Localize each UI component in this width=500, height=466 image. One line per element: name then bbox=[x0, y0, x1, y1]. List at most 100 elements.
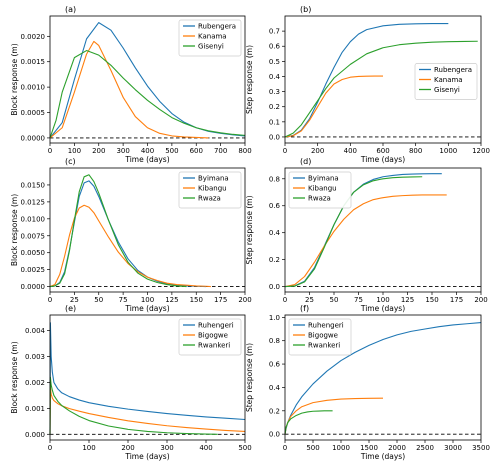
series-line-2 bbox=[284, 410, 333, 435]
y-tick-label: 0.0000 bbox=[21, 134, 46, 142]
x-axis-label: Time (days) bbox=[124, 452, 169, 461]
legend: Rubengera Kanama Gisenyi bbox=[414, 63, 478, 100]
y-tick-label: 0.1 bbox=[269, 118, 280, 126]
x-tick-label: 25 bbox=[305, 296, 314, 304]
x-tick-label: 1000 bbox=[332, 444, 350, 452]
legend-entry: Byimana bbox=[198, 175, 229, 183]
y-tick-label: 0.2 bbox=[269, 256, 280, 264]
y-tick-label: 0.0005 bbox=[21, 109, 46, 117]
x-tick-label: 125 bbox=[165, 296, 178, 304]
x-tick-label: 100 bbox=[141, 296, 154, 304]
y-tick-label: 0.8 bbox=[269, 175, 280, 183]
x-tick-label: 0 bbox=[283, 147, 287, 155]
x-tick-label: 200 bbox=[311, 147, 324, 155]
y-tick-label: 0.4 bbox=[269, 229, 281, 237]
y-tick-label: 0.0050 bbox=[21, 249, 46, 257]
x-tick-label: 1200 bbox=[472, 147, 490, 155]
y-tick-label: 0.4 bbox=[269, 73, 281, 81]
series-line-1 bbox=[49, 40, 209, 139]
x-tick-label: 400 bbox=[141, 147, 154, 155]
legend-entry: Kanama bbox=[434, 76, 463, 84]
y-tick-label: 0.0 bbox=[269, 431, 280, 439]
legend-box bbox=[288, 171, 352, 209]
legend-entry: Rubengera bbox=[434, 66, 472, 74]
y-tick-label: 0.000 bbox=[25, 431, 45, 439]
x-tick-label: 50 bbox=[330, 296, 339, 304]
panel-label: (a) bbox=[65, 5, 76, 14]
y-tick-label: 0.0150 bbox=[21, 181, 46, 189]
x-tick-label: 200 bbox=[121, 444, 134, 452]
legend: Ruhengeri Bigogwe Rwankeri bbox=[178, 318, 242, 356]
series-line-2 bbox=[284, 176, 423, 288]
y-axis-label: Step response (m) bbox=[245, 343, 254, 412]
x-tick-label: 800 bbox=[238, 147, 251, 155]
legend-entry: Rubengera bbox=[198, 23, 236, 31]
panel-label: (f) bbox=[300, 304, 309, 313]
y-axis-label: Block response (m) bbox=[10, 194, 19, 266]
y-tick-label: 0.6 bbox=[269, 361, 281, 369]
legend-box bbox=[288, 318, 352, 356]
legend-entry: Rwankeri bbox=[308, 342, 340, 350]
y-tick-label: 0.4 bbox=[269, 384, 281, 392]
legend-entry: Kibangu bbox=[198, 185, 227, 193]
y-tick-label: 0.2 bbox=[269, 103, 280, 111]
x-tick-label: 200 bbox=[92, 147, 105, 155]
y-axis-label: Block response (m) bbox=[10, 341, 19, 413]
x-tick-label: 500 bbox=[165, 147, 178, 155]
series-line-1 bbox=[284, 75, 383, 138]
series-line-0 bbox=[284, 173, 442, 288]
x-tick-label: 75 bbox=[119, 296, 128, 304]
series-line-0 bbox=[49, 322, 246, 435]
legend: Byimana Kibangu Rwaza bbox=[288, 171, 352, 209]
y-tick-label: 0.0000 bbox=[21, 283, 46, 291]
panel-label: (c) bbox=[65, 157, 76, 166]
legend-entry: Bigogwe bbox=[308, 332, 338, 340]
y-tick-label: 0.0025 bbox=[21, 266, 46, 274]
series-line-1 bbox=[49, 204, 211, 288]
x-tick-label: 500 bbox=[238, 444, 251, 452]
x-tick-label: 0 bbox=[283, 296, 287, 304]
legend-entry: Kanama bbox=[198, 33, 227, 41]
panel-3: 0 25 50 75 100 125 150 175 200 0.0 0.2 0.4 0.6 0.8 Tim… bbox=[245, 157, 488, 313]
y-tick-label: 0.0 bbox=[269, 283, 280, 291]
y-tick-label: 0.5 bbox=[269, 58, 280, 66]
x-tick-label: 125 bbox=[401, 296, 414, 304]
x-tick-label: 1000 bbox=[439, 147, 457, 155]
panel-0: 0 100 200 300 400 500 600 700 800 0.0000 0.0005 0.0… bbox=[10, 5, 252, 164]
series-line-0 bbox=[284, 23, 449, 138]
x-tick-label: 0 bbox=[283, 444, 287, 452]
x-axis-label: Time (days) bbox=[360, 304, 405, 313]
y-axis-label: Step response (m) bbox=[245, 195, 254, 264]
y-axis-label: Step response (m) bbox=[245, 45, 254, 114]
series-line-2 bbox=[49, 49, 246, 139]
x-tick-label: 175 bbox=[450, 296, 463, 304]
x-tick-label: 600 bbox=[376, 147, 389, 155]
x-tick-label: 0 bbox=[48, 147, 52, 155]
legend-entry: Kibangu bbox=[308, 185, 337, 193]
y-tick-label: 0.0075 bbox=[21, 232, 46, 240]
legend: Rubengera Kanama Gisenyi bbox=[178, 19, 242, 57]
x-tick-label: 150 bbox=[425, 296, 438, 304]
x-tick-label: 400 bbox=[344, 147, 357, 155]
series-line-2 bbox=[284, 40, 478, 138]
panel-label: (e) bbox=[65, 304, 76, 313]
legend-entry: Byimana bbox=[308, 175, 339, 183]
legend-box bbox=[414, 63, 478, 100]
legend-entry: Ruhengeri bbox=[308, 322, 344, 330]
y-tick-label: 0.0015 bbox=[21, 58, 46, 66]
y-tick-label: 0.003 bbox=[25, 353, 45, 361]
x-tick-label: 0 bbox=[48, 296, 52, 304]
panel-5: 0 500 1000 1500 2000 2500 3000 3500 0.0 0.2 0.4 0.6… bbox=[245, 304, 490, 461]
x-tick-label: 175 bbox=[214, 296, 227, 304]
x-tick-label: 3000 bbox=[444, 444, 462, 452]
x-tick-label: 800 bbox=[409, 147, 422, 155]
x-axis-label: Time (days) bbox=[360, 452, 405, 461]
x-tick-label: 300 bbox=[160, 444, 173, 452]
x-tick-label: 1500 bbox=[360, 444, 378, 452]
series-line-0 bbox=[284, 322, 482, 435]
y-tick-label: 0.004 bbox=[25, 327, 46, 335]
x-axis-label: Time (days) bbox=[360, 155, 405, 164]
x-tick-label: 400 bbox=[199, 444, 212, 452]
series-line-2 bbox=[49, 174, 187, 288]
y-tick-label: 0.0020 bbox=[21, 33, 46, 41]
